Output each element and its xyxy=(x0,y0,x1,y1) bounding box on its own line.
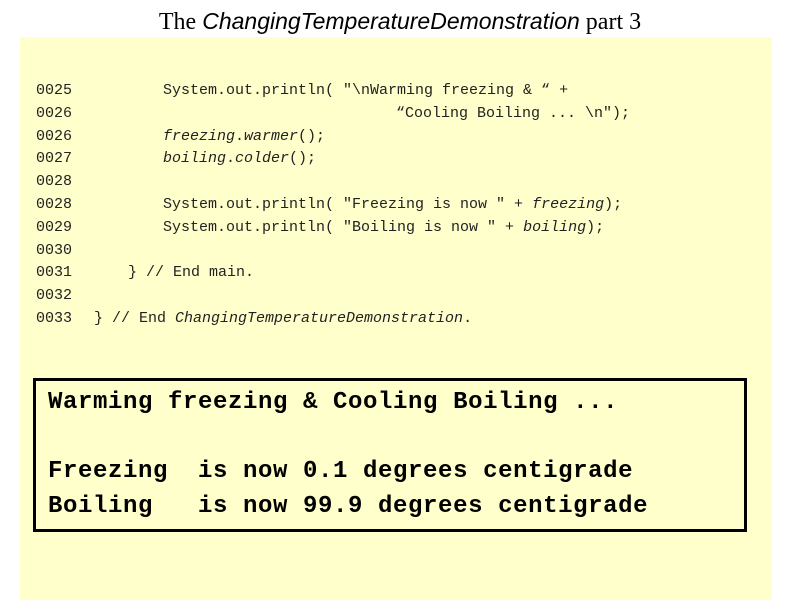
code-token: ChangingTemperatureDemonstration xyxy=(175,309,464,327)
title-prefix: The xyxy=(158,9,203,35)
line-number: 0028 xyxy=(36,173,73,191)
program-output-box: Warming freezing & Cooling Boiling ... F… xyxy=(33,378,747,532)
code-line: 0026 “Cooling Boiling ... \n"); xyxy=(36,103,766,126)
code-line: 0033 } // End ChangingTemperatureDemonstr… xyxy=(36,308,766,331)
code-token: (); xyxy=(298,127,326,145)
slide-title: The ChangingTemperatureDemonstration par… xyxy=(0,4,800,38)
output-line-3: Boiling is now 99.9 degrees centigrade xyxy=(48,493,649,520)
code-token: } // End main. xyxy=(128,264,255,282)
code-token: } // End xyxy=(94,309,176,327)
line-number: 0026 xyxy=(36,127,73,145)
code-line: 0032 xyxy=(36,285,766,308)
line-number: 0029 xyxy=(36,218,73,236)
line-number: 0026 xyxy=(36,104,73,122)
line-number: 0027 xyxy=(36,150,73,168)
code-token: System.out.println( "\nWarming freezing … xyxy=(163,82,569,99)
code-token: “Cooling Boiling ... \n"); xyxy=(396,104,631,122)
code-token: . xyxy=(226,150,236,168)
code-token: boiling xyxy=(523,218,587,236)
code-line: 0028 xyxy=(36,171,766,194)
code-token: colder xyxy=(235,150,290,168)
line-number: 0025 xyxy=(36,82,73,99)
code-line: 0028 System.out.println( "Freezing is now… xyxy=(36,194,766,217)
code-token: . xyxy=(235,127,245,145)
line-number: 0033 xyxy=(36,309,73,327)
slide-panel: 0025 System.out.println( "\nWarming freez… xyxy=(20,37,772,600)
output-line-1: Warming freezing & Cooling Boiling ... xyxy=(48,389,619,416)
title-suffix: part 3 xyxy=(579,9,642,35)
code-token: System.out.println( "Boiling is now " + xyxy=(163,218,524,236)
line-number: 0030 xyxy=(36,241,73,259)
code-token: warmer xyxy=(244,127,299,145)
code-token: freezing xyxy=(163,127,236,145)
code-token: ); xyxy=(586,218,605,236)
output-line-2: Freezing is now 0.1 degrees centigrade xyxy=(48,458,634,485)
code-line: 0025 System.out.println( "\nWarming freez… xyxy=(36,80,766,103)
code-token: (); xyxy=(289,150,317,168)
code-listing: 0025 System.out.println( "\nWarming freez… xyxy=(36,80,766,331)
code-token: freezing xyxy=(532,195,605,213)
code-token: boiling xyxy=(163,150,227,168)
code-line: 0031 } // End main. xyxy=(36,262,766,285)
title-class-name: ChangingTemperatureDemonstration xyxy=(202,8,580,34)
code-line: 0030 xyxy=(36,240,766,263)
code-line: 0029 System.out.println( "Boiling is now … xyxy=(36,217,766,240)
code-line: 0027 boiling.colder(); xyxy=(36,148,766,171)
line-number: 0028 xyxy=(36,195,73,213)
code-token: . xyxy=(463,309,473,327)
line-number: 0032 xyxy=(36,287,73,305)
code-token: System.out.println( "Freezing is now " + xyxy=(163,195,533,213)
code-token: ); xyxy=(604,195,623,213)
code-line: 0026 freezing.warmer(); xyxy=(36,126,766,149)
line-number: 0031 xyxy=(36,264,73,282)
